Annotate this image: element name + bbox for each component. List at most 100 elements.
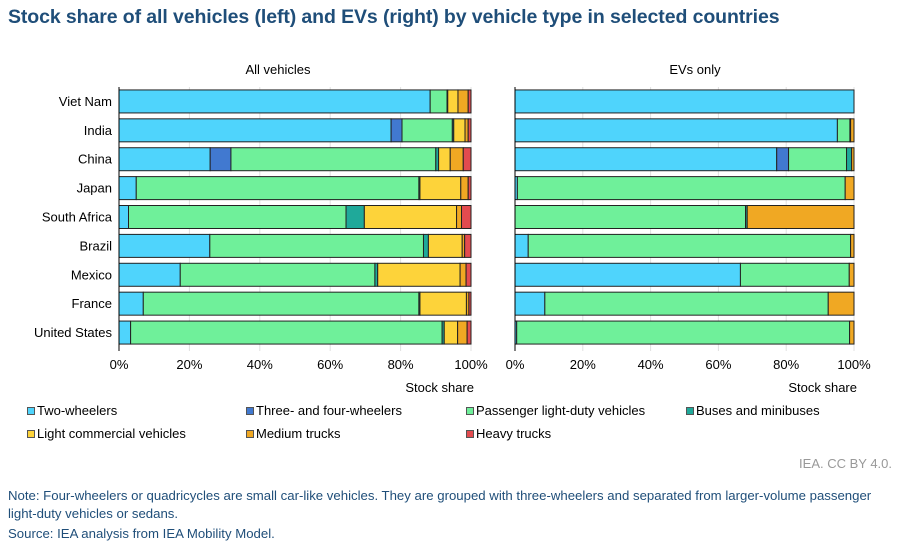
legend-label: Medium trucks	[256, 426, 341, 441]
bar-segment-united-states-passenger-light-duty-vehicles	[516, 320, 851, 345]
bar-segment-mexico-light-commercial-vehicles	[377, 262, 461, 287]
bar-segment-france-medium-trucks	[827, 291, 855, 316]
bar-segment-france-passenger-light-duty-vehicles	[544, 291, 829, 316]
x-tick-label: 40%	[638, 357, 664, 372]
bar-segment-viet-nam-light-commercial-vehicles	[447, 89, 459, 114]
legend-swatch-icon	[246, 406, 254, 415]
bar-segment-india-light-commercial-vehicles	[453, 118, 466, 143]
chart-note: Note: Four-wheelers or quadricycles are …	[8, 488, 872, 521]
chart-source: Source: IEA analysis from IEA Mobility M…	[8, 526, 275, 541]
legend-swatch-icon	[27, 429, 35, 438]
legend-item-passenger-ldv: Passenger light-duty vehicles	[466, 403, 645, 418]
bar-segment-china-two-wheelers	[514, 147, 778, 172]
bar-segment-south-africa-two-wheelers	[118, 205, 130, 229]
bar-segment-united-states-passenger-light-duty-vehicles	[130, 320, 443, 345]
bar-segment-japan-medium-trucks	[844, 176, 855, 201]
bar-segment-united-states-heavy-trucks	[466, 320, 472, 345]
bar-segment-brazil-two-wheelers	[118, 233, 211, 258]
bar-segment-brazil-two-wheelers	[514, 233, 529, 258]
bar-segment-united-states-light-commercial-vehicles	[443, 320, 459, 345]
bar-segment-france-light-commercial-vehicles	[419, 291, 467, 316]
bar-segment-mexico-passenger-light-duty-vehicles	[179, 262, 376, 287]
bar-segment-brazil-light-commercial-vehicles	[427, 233, 463, 258]
category-label: France	[72, 296, 112, 311]
x-axis-label: Stock share	[788, 380, 857, 395]
legend-item-buses: Buses and minibuses	[686, 403, 820, 418]
bar-segment-china-passenger-light-duty-vehicles	[230, 147, 437, 172]
category-label: Mexico	[71, 267, 112, 282]
category-label: South Africa	[42, 210, 113, 225]
bar-segment-india-three-and-four-wheelers	[390, 118, 403, 143]
x-tick-label: 100%	[454, 357, 488, 372]
legend-label: Heavy trucks	[476, 426, 552, 441]
legend-item-three-four-wheelers: Three- and four-wheelers	[246, 403, 402, 418]
legend-item-lcv: Light commercial vehicles	[27, 426, 186, 441]
bar-segment-india-heavy-trucks	[467, 118, 472, 143]
legend-swatch-icon	[27, 406, 35, 415]
legend-label: Two-wheelers	[37, 403, 118, 418]
bar-segment-france-two-wheelers	[514, 291, 546, 316]
bar-segment-united-states-two-wheelers	[118, 320, 132, 345]
bar-segment-india-two-wheelers	[118, 118, 392, 143]
bar-segment-brazil-passenger-light-duty-vehicles	[527, 233, 852, 258]
chart-title: Stock share of all vehicles (left) and E…	[8, 6, 780, 28]
bar-segment-india-medium-trucks	[850, 118, 855, 143]
legend-label: Buses and minibuses	[696, 403, 820, 418]
legend-swatch-icon	[466, 406, 474, 415]
panel-title: EVs only	[669, 62, 721, 77]
bar-segment-japan-two-wheelers	[118, 176, 137, 201]
bar-segment-brazil-heavy-trucks	[464, 233, 472, 258]
category-label: Japan	[77, 181, 112, 196]
license-credit: IEA. CC BY 4.0.	[799, 456, 892, 471]
category-label: China	[78, 152, 113, 167]
bar-segment-japan-passenger-light-duty-vehicles	[135, 176, 420, 201]
panel-title: All vehicles	[245, 62, 311, 77]
x-tick-label: 20%	[570, 357, 596, 372]
bar-segment-japan-passenger-light-duty-vehicles	[516, 176, 846, 201]
category-label: Viet Nam	[59, 94, 112, 109]
bar-segment-japan-heavy-trucks	[467, 176, 472, 201]
bar-segment-japan-light-commercial-vehicles	[419, 176, 462, 201]
bar-segment-south-africa-heavy-trucks	[460, 205, 472, 229]
bar-segment-brazil-medium-trucks	[850, 233, 855, 258]
panel-evs-only: EVs only 0% 20% 40% 60% 80% 100% Stock share	[506, 62, 871, 395]
bar-segment-south-africa-passenger-light-duty-vehicles	[128, 205, 347, 229]
bar-segment-china-two-wheelers	[118, 147, 211, 172]
x-tick-label: 60%	[705, 357, 731, 372]
bar-segment-france-passenger-light-duty-vehicles	[142, 291, 420, 316]
bar-segment-china-passenger-light-duty-vehicles	[788, 147, 848, 172]
x-tick-label: 0%	[506, 357, 525, 372]
x-tick-label: 20%	[176, 357, 202, 372]
bar-segment-south-africa-medium-trucks	[456, 205, 462, 229]
bar-segment-mexico-two-wheelers	[514, 262, 741, 287]
bar-segment-china-medium-trucks	[449, 147, 464, 172]
legend-label: Three- and four-wheelers	[256, 403, 402, 418]
panel-all-vehicles: All vehicles 0% 20% 40% 60% 80% 100% Viet Nam In…	[34, 62, 488, 395]
bar-segment-south-africa-light-commercial-vehicles	[363, 205, 458, 229]
x-tick-label: 100%	[837, 357, 871, 372]
bar-segment-france-heavy-trucks	[468, 291, 472, 316]
legend-swatch-icon	[246, 429, 254, 438]
legend-item-heavy-trucks: Heavy trucks	[466, 426, 551, 441]
bar-segment-brazil-buses-and-minibuses	[422, 233, 429, 258]
bar-segment-india-passenger-light-duty-vehicles	[401, 118, 453, 143]
bar-segment-china-buses-and-minibuses	[846, 147, 853, 172]
category-label: United States	[34, 325, 113, 340]
legend: Two-wheelers Three- and four-wheelers Pa…	[0, 400, 908, 450]
bar-segment-south-africa-buses-and-minibuses	[345, 205, 365, 229]
x-tick-label: 80%	[773, 357, 799, 372]
bar-segment-japan-medium-trucks	[460, 176, 469, 201]
legend-item-two-wheelers: Two-wheelers	[27, 403, 117, 418]
bar-segment-united-states-medium-trucks	[849, 320, 855, 345]
x-tick-label: 60%	[317, 357, 343, 372]
bar-segment-china-heavy-trucks	[462, 147, 472, 172]
bar-segment-brazil-passenger-light-duty-vehicles	[209, 233, 424, 258]
bar-segment-france-two-wheelers	[118, 291, 144, 316]
bar-segment-mexico-passenger-light-duty-vehicles	[739, 262, 850, 287]
x-tick-label: 40%	[247, 357, 273, 372]
bar-segment-united-states-medium-trucks	[457, 320, 468, 345]
bar-segment-mexico-medium-trucks	[459, 262, 467, 287]
bar-segment-viet-nam-two-wheelers	[514, 89, 855, 114]
legend-label: Passenger light-duty vehicles	[476, 403, 646, 418]
bar-segment-mexico-medium-trucks	[848, 262, 855, 287]
